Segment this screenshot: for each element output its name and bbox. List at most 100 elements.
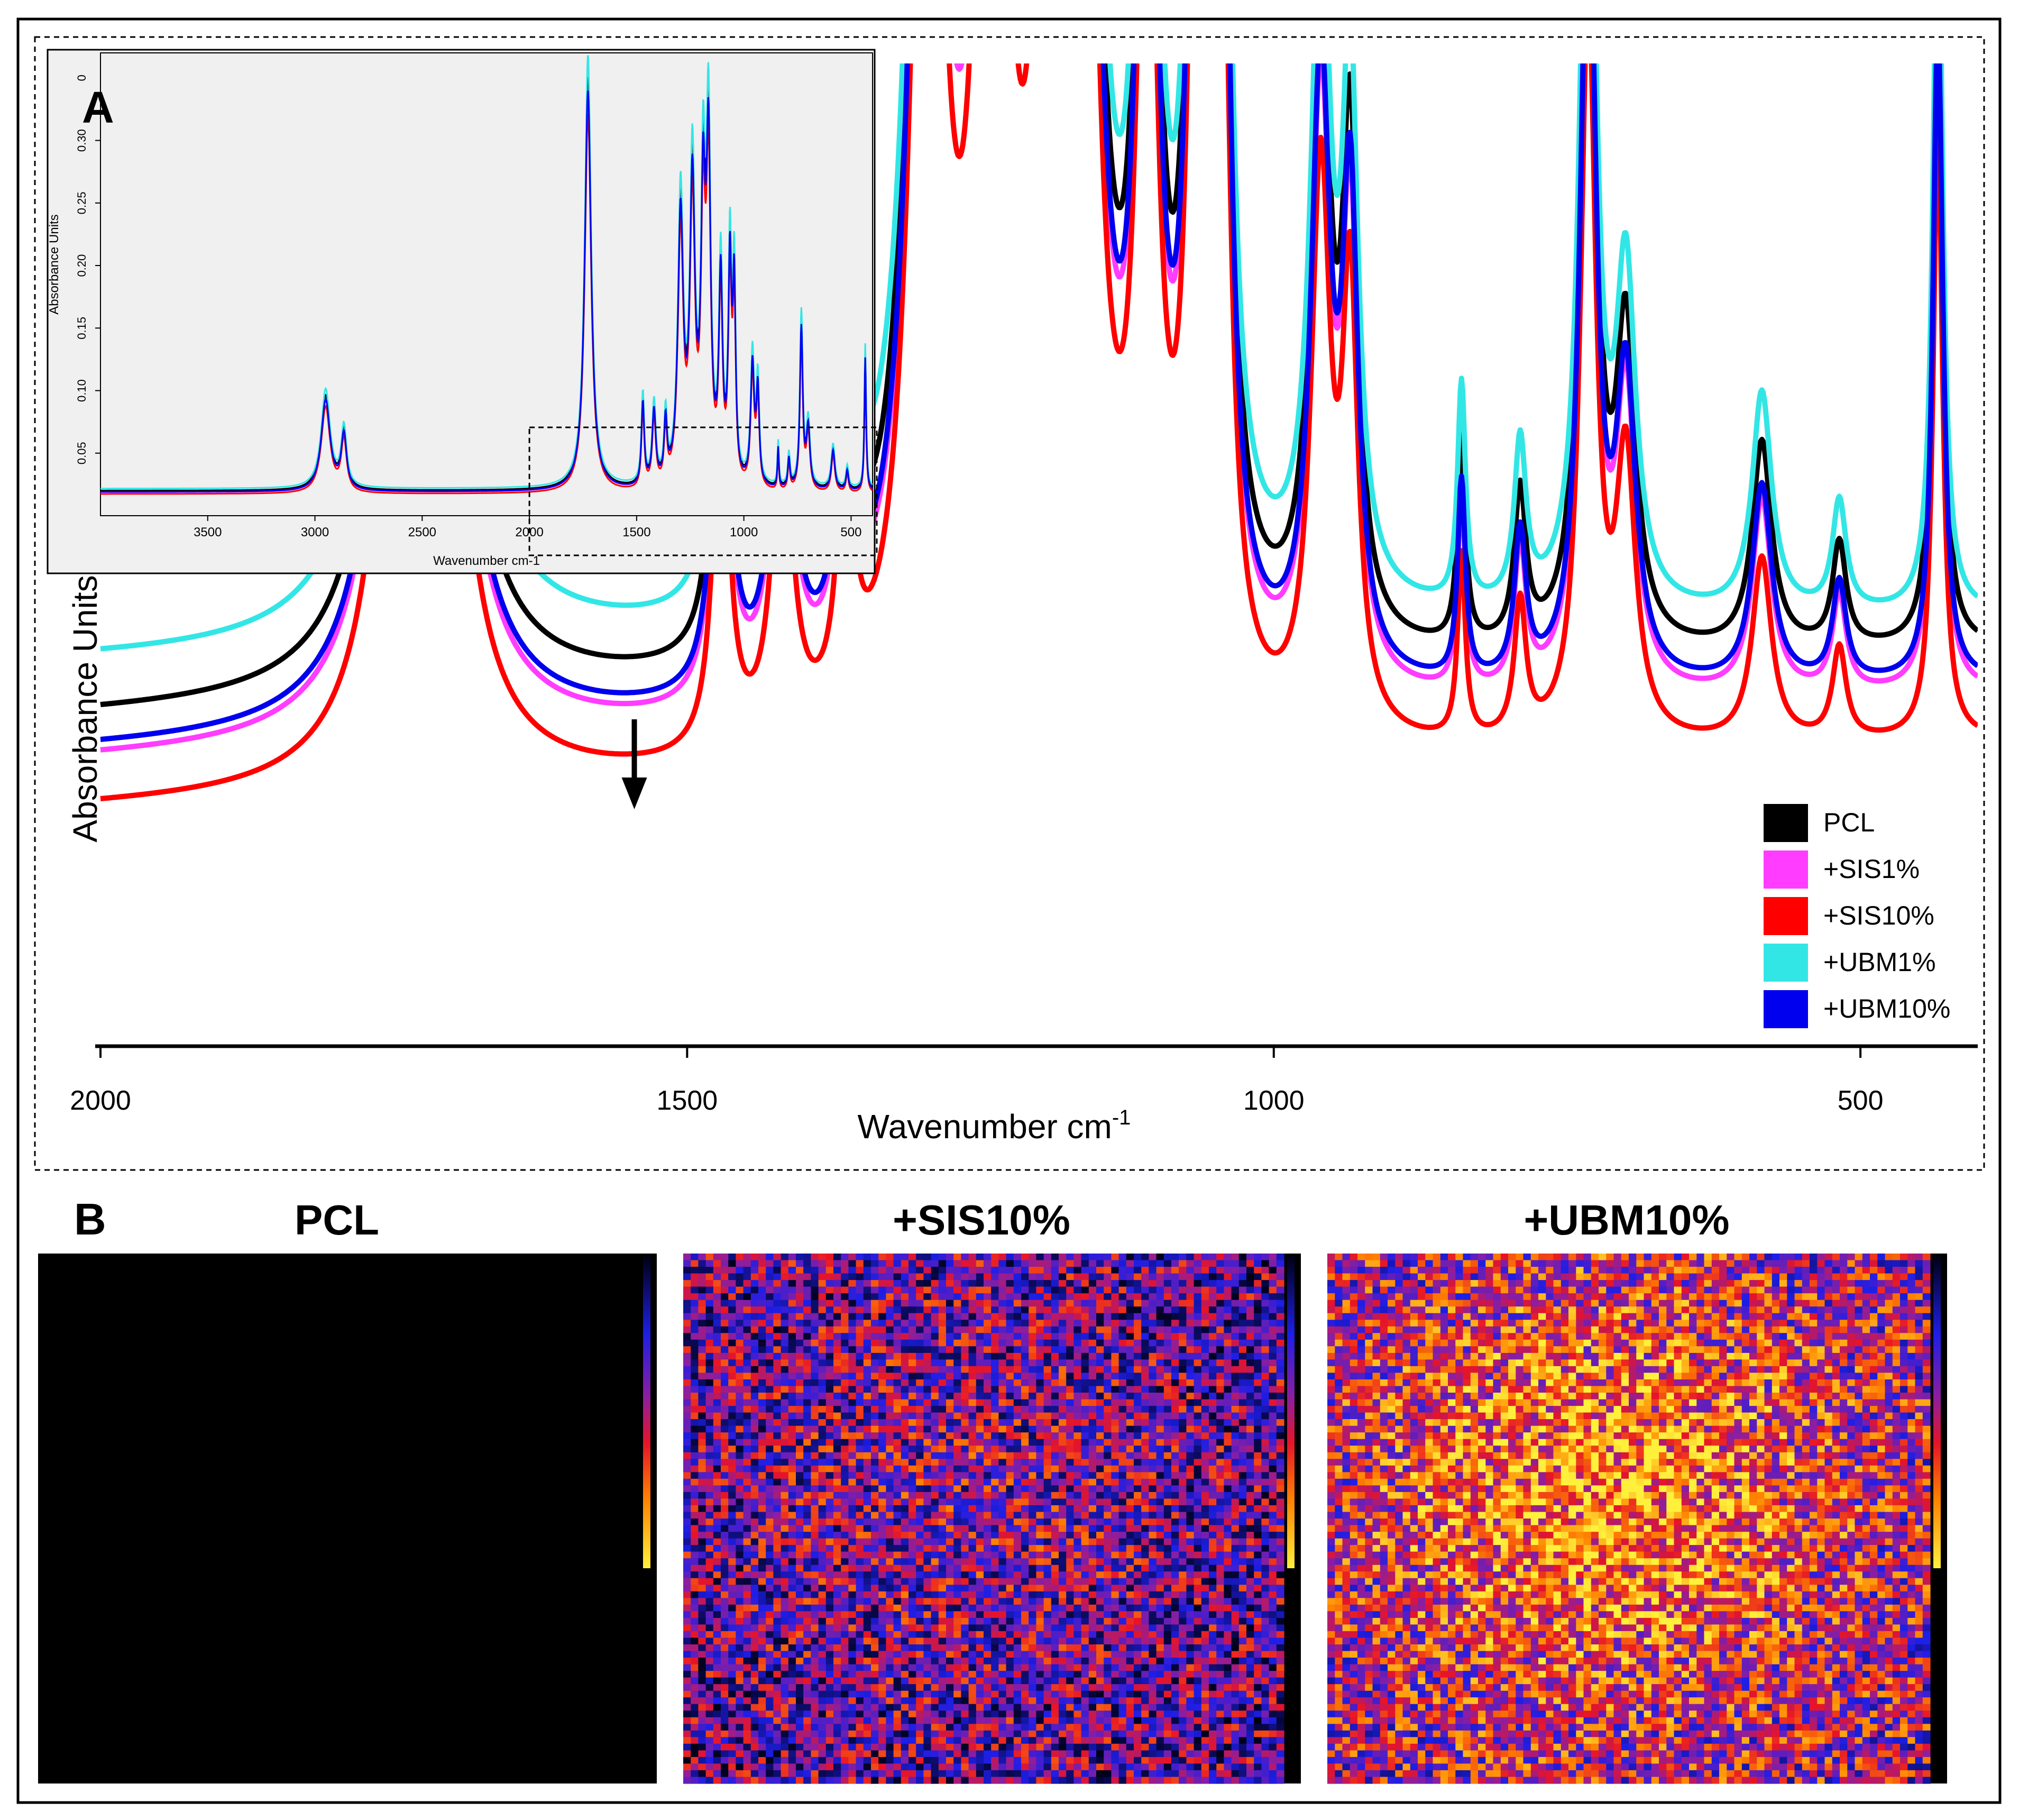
heatmap-cell	[1186, 1638, 1195, 1645]
heatmap-cell	[908, 1366, 916, 1373]
heatmap-cell	[743, 1359, 751, 1367]
heatmap-cell	[1163, 1565, 1172, 1572]
heatmap-cell	[1104, 1339, 1112, 1347]
heatmap-cell	[1021, 1386, 1029, 1393]
heatmap-cell	[705, 1293, 714, 1301]
heatmap-cell	[811, 1492, 819, 1499]
heatmap-cell	[1051, 1346, 1059, 1353]
heatmap-cell	[1021, 1611, 1029, 1618]
heatmap-cell	[803, 1379, 811, 1387]
heatmap-cell	[893, 1352, 902, 1360]
heatmap-cell	[736, 1386, 744, 1393]
heatmap-cell	[1269, 1333, 1277, 1340]
heatmap-cell	[781, 1465, 789, 1473]
heatmap-cell	[1118, 1320, 1127, 1327]
heatmap-cell	[848, 1519, 857, 1526]
heatmap-cell	[848, 1339, 857, 1347]
heatmap-cell	[863, 1465, 871, 1473]
heatmap-cell	[1043, 1254, 1052, 1261]
heatmap-cell	[1186, 1651, 1195, 1658]
heatmap-cell	[1104, 1611, 1112, 1618]
heatmap-cell	[1134, 1565, 1142, 1572]
heatmap-cell	[1081, 1406, 1089, 1413]
heatmap-cell	[803, 1432, 811, 1440]
heatmap-cell	[1104, 1333, 1112, 1340]
heatmap-cell	[991, 1617, 999, 1625]
heatmap-cell	[1269, 1558, 1277, 1566]
heatmap-cell	[976, 1651, 984, 1658]
heatmap-cell	[923, 1591, 932, 1598]
heatmap-cell	[1156, 1519, 1164, 1526]
heatmap-cell	[893, 1598, 902, 1605]
heatmap-cell	[841, 1571, 849, 1579]
heatmap-cell	[901, 1373, 909, 1380]
heatmap-cell	[796, 1425, 804, 1433]
x-tick-label: 1500	[657, 1085, 718, 1116]
heatmap-cell	[1043, 1571, 1052, 1579]
heatmap-cell	[1149, 1512, 1157, 1519]
heatmap-cell	[1261, 1446, 1270, 1453]
heatmap-cell	[1179, 1406, 1187, 1413]
heatmap-cell	[750, 1598, 759, 1605]
heatmap-cell	[743, 1505, 751, 1512]
heatmap-cell	[1224, 1459, 1232, 1466]
heatmap-cell	[984, 1591, 992, 1598]
heatmap-cell	[968, 1644, 977, 1652]
heatmap-cell	[1156, 1352, 1164, 1360]
heatmap-cell	[728, 1439, 736, 1446]
heatmap-cell	[1186, 1293, 1195, 1301]
heatmap-cell	[1231, 1638, 1240, 1645]
heatmap-cell	[1081, 1300, 1089, 1307]
heatmap-cell	[766, 1485, 774, 1493]
heatmap-cell	[931, 1280, 939, 1287]
heatmap-cell	[773, 1406, 782, 1413]
heatmap-cell	[796, 1459, 804, 1466]
heatmap-cell	[886, 1525, 894, 1532]
heatmap-cell	[916, 1352, 924, 1360]
heatmap-cell	[1006, 1393, 1014, 1400]
heatmap-cell	[1156, 1306, 1164, 1314]
heatmap-cell	[961, 1412, 969, 1420]
heatmap-cell	[1163, 1366, 1172, 1373]
heatmap-cell	[788, 1644, 796, 1652]
heatmap-cell	[931, 1538, 939, 1545]
heatmap-cell	[811, 1512, 819, 1519]
heatmap-cell	[1238, 1306, 1247, 1314]
heatmap-cell	[691, 1538, 699, 1545]
heatmap-cell	[1088, 1419, 1097, 1426]
heatmap-cell	[961, 1300, 969, 1307]
heatmap-cell	[1104, 1638, 1112, 1645]
heatmap-cell	[1013, 1611, 1022, 1618]
heatmap-cell	[1149, 1313, 1157, 1320]
heatmap-cell	[1201, 1631, 1209, 1638]
heatmap-cell	[1163, 1412, 1172, 1420]
heatmap-cell	[1269, 1280, 1277, 1287]
heatmap-cell	[1036, 1532, 1044, 1539]
heatmap-cell	[743, 1419, 751, 1426]
heatmap-cell	[916, 1326, 924, 1333]
heatmap-cell	[1171, 1498, 1179, 1506]
heatmap-cell	[938, 1565, 947, 1572]
heatmap-cell	[758, 1604, 766, 1612]
heatmap-cell	[886, 1306, 894, 1314]
heatmap-cell	[758, 1254, 766, 1261]
heatmap-cell	[923, 1492, 932, 1499]
heatmap-cell	[811, 1611, 819, 1618]
heatmap-cell	[1036, 1651, 1044, 1658]
heatmap-cell	[1179, 1333, 1187, 1340]
heatmap-cell	[1104, 1472, 1112, 1479]
heatmap-cell	[773, 1512, 782, 1519]
heatmap-cell	[1066, 1452, 1074, 1459]
heatmap-cell	[1134, 1545, 1142, 1552]
heatmap-cell	[811, 1532, 819, 1539]
heatmap-cell	[976, 1386, 984, 1393]
heatmap-cell	[788, 1419, 796, 1426]
heatmap-cell	[1126, 1286, 1134, 1294]
heatmap-cell	[788, 1399, 796, 1406]
heatmap-cell	[946, 1373, 954, 1380]
heatmap-cell	[871, 1260, 879, 1267]
heatmap-cell	[893, 1617, 902, 1625]
heatmap-cell	[1088, 1425, 1097, 1433]
heatmap-cell	[1013, 1326, 1022, 1333]
heatmap-cell	[1126, 1617, 1134, 1625]
